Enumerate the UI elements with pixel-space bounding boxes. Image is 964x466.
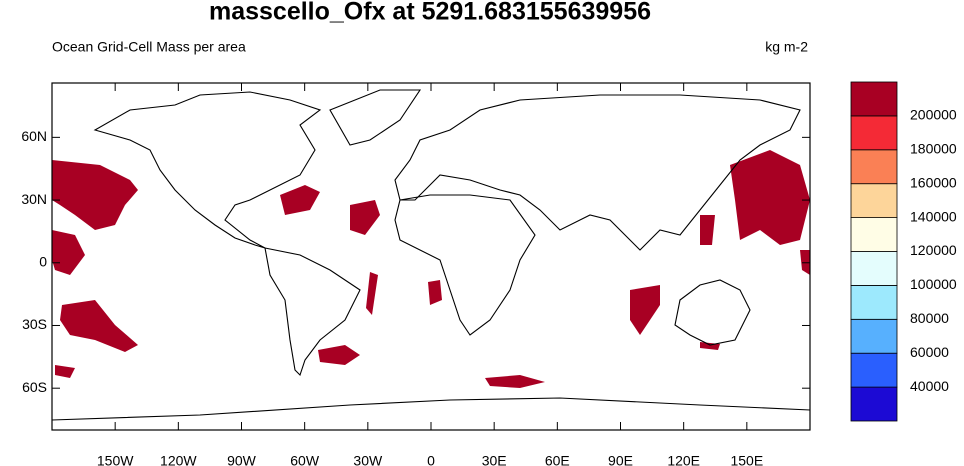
colorbar-box — [850, 284, 898, 320]
chart-title: masscello_Ofx at 5291.683155639956 — [209, 0, 651, 26]
colorbar-label: 180000 — [910, 141, 957, 157]
map-frame — [51, 82, 811, 431]
y-tick-label: 30N — [21, 191, 47, 207]
colorbar-box — [850, 251, 898, 286]
colorbar-label: 100000 — [910, 276, 957, 292]
x-tick-label: 90W — [227, 453, 257, 466]
colorbar-box — [850, 352, 898, 388]
colorbar-box — [850, 149, 898, 185]
x-tick-label: 30W — [353, 453, 383, 466]
colorbar-box — [850, 386, 898, 422]
x-tick-label: 150W — [97, 453, 134, 466]
x-tick-label: 60W — [290, 453, 320, 466]
data-field — [52, 150, 810, 388]
coastlines — [51, 89, 811, 421]
colorbar-box — [850, 318, 898, 354]
x-tick-label: 150E — [730, 453, 763, 466]
x-tick-label: 30E — [482, 453, 507, 466]
colorbar-box — [850, 81, 898, 117]
units: kg m-2 — [765, 39, 808, 55]
colorbar-label: 40000 — [910, 378, 949, 394]
y-tick-label: 30S — [22, 316, 47, 332]
colorbar-label: 120000 — [910, 242, 957, 258]
x-tick-label: 60E — [545, 453, 570, 466]
y-tick-label: 0 — [39, 253, 47, 269]
colorbar-label: 160000 — [910, 174, 957, 190]
colorbar-label: 200000 — [910, 107, 957, 123]
colorbar-box — [850, 183, 898, 218]
subtitle: Ocean Grid-Cell Mass per area — [52, 39, 246, 55]
x-tick-label: 0 — [427, 453, 435, 466]
y-tick-label: 60N — [21, 128, 47, 144]
x-tick-label: 120E — [667, 453, 700, 466]
y-tick-label: 60S — [22, 379, 47, 395]
colorbar-label: 60000 — [910, 344, 949, 360]
colorbar-label: 80000 — [910, 310, 949, 326]
colorbar-box — [850, 217, 898, 252]
colorbar-box — [850, 115, 898, 151]
x-tick-label: 90E — [608, 453, 633, 466]
x-tick-label: 120W — [160, 453, 197, 466]
colorbar-label: 140000 — [910, 208, 957, 224]
